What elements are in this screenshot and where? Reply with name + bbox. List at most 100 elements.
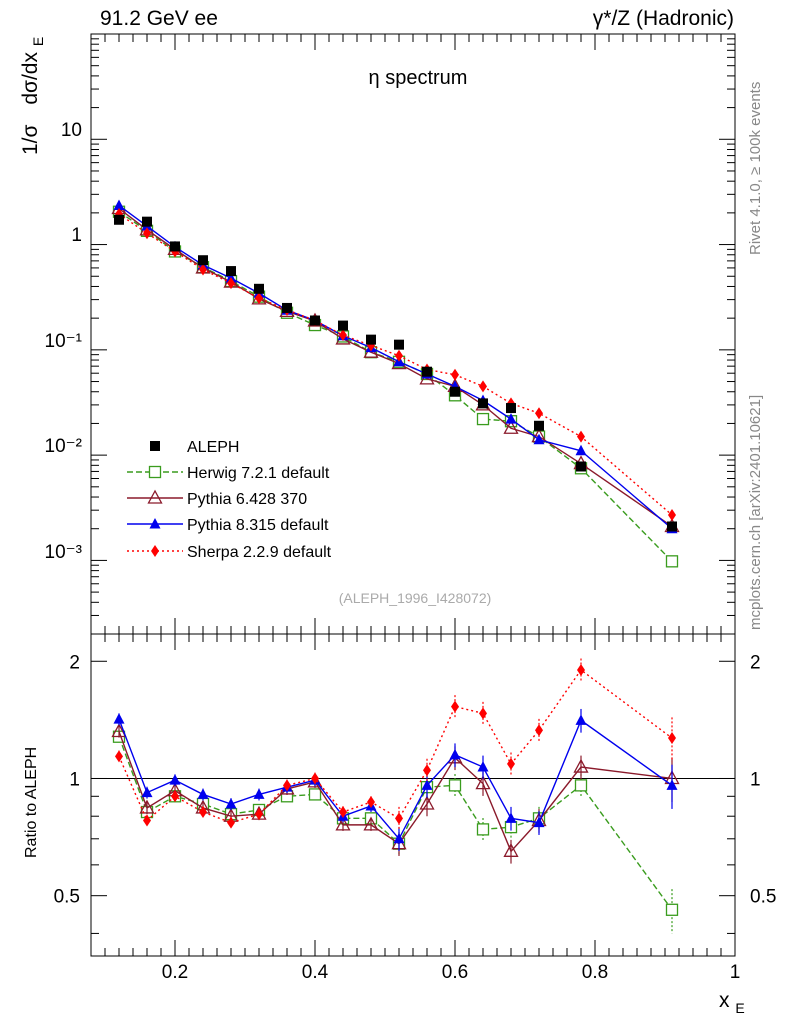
legend-entry-pythia6: Pythia 6.428 370 [127,489,307,508]
mcplots-label: mcplots.cern.ch [arXiv:2401.10621] [747,395,764,630]
main-ytick-label-0.001: 10⁻³ [45,542,83,563]
point-aleph [142,216,152,227]
ratio-point-sherpa [255,808,263,821]
legend-marker-pythia8 [149,518,161,529]
svg-text:x E: x E [719,989,745,1016]
point-sherpa [451,368,459,381]
ratio-series-herwig [112,730,679,934]
chart-title: η spectrum [369,67,468,89]
point-aleph [282,302,292,313]
ratio-panel-ticks: 0.5 0.5 1 1 2 2 0.2 0.4 0.6 0.8 1 [54,634,776,983]
ratio-point-sherpa [339,806,347,819]
ratio-ytick-label-left: 0.5 [54,887,80,908]
ratio-point-herwig [308,788,322,801]
ratio-point-pythia8 [449,748,461,760]
ratio-line-sherpa [118,668,673,824]
ratio-point-sherpa [423,764,431,777]
main-ytick-label-0.01: 10⁻² [45,436,83,457]
ylabel-sub: E [30,37,46,46]
ratio-point-pythia6 [363,816,379,831]
legend-marker-herwig [148,465,162,479]
ratio-point-pythia6 [139,799,155,814]
ratio-point-pythia6 [419,795,435,810]
point-aleph [254,283,264,294]
point-sherpa [577,430,585,443]
ratio-point-pythia8 [533,816,545,828]
ratio-point-sherpa [143,814,151,827]
point-sherpa [339,329,347,342]
xtick-label: 1 [730,962,741,983]
ratio-series-sherpa [115,658,676,831]
ratio-point-herwig [448,779,462,792]
main-ylabel: 1/σ dσ/dx E [19,37,46,155]
ratio-plot-area [111,658,680,934]
series-line-sherpa [118,213,673,516]
point-aleph [170,241,180,252]
point-herwig [665,555,679,568]
xtick-label: 0.8 [582,962,608,983]
header-left-title: 91.2 GeV ee [100,7,218,30]
point-aleph [366,334,376,345]
ratio-point-pythia8 [113,713,125,724]
legend-label-sherpa: Sherpa 2.2.9 default [187,544,332,561]
ratio-point-sherpa [451,700,459,713]
point-aleph [338,320,348,331]
ratio-point-herwig [574,779,588,792]
point-sherpa [227,277,235,290]
point-aleph [478,398,488,409]
ratio-point-pythia8 [575,714,587,725]
point-pythia8 [505,413,517,424]
ratio-ytick-label-left: 1 [69,769,80,790]
ratio-point-herwig [665,903,679,916]
ratio-point-sherpa [395,812,403,825]
ratio-ytick-label-right: 0.5 [750,887,776,908]
ratio-point-pythia6 [475,775,491,790]
ratio-point-pythia6 [111,723,127,738]
ratio-point-sherpa [479,707,487,720]
point-aleph [667,521,677,532]
point-aleph [114,214,124,225]
point-pythia6 [503,419,519,434]
legend-label-herwig: Herwig 7.2.1 default [187,465,330,482]
ratio-point-pythia8 [225,797,237,809]
point-pythia8 [113,199,125,210]
legend-entry-sherpa: Sherpa 2.2.9 default [127,544,332,561]
ratio-point-sherpa [535,724,543,737]
ratio-point-sherpa [311,772,319,785]
xlabel-sub: E [735,1000,744,1016]
ratio-point-sherpa [199,806,207,819]
ylabel-main: dσ/dx [19,52,42,105]
ratio-line-herwig [118,736,673,911]
main-panel: 10 1 10⁻¹ 10⁻² 10⁻³ η spectrum (ALEPH_19… [19,33,736,635]
ratio-point-pythia8 [666,779,678,790]
ratio-ytick-label-right: 1 [750,769,761,790]
ratio-point-pythia6 [503,842,519,857]
xtick-label: 0.6 [442,962,468,983]
ratio-series-pythia8 [113,708,678,852]
ratio-point-pythia8 [505,812,517,823]
ratio-point-pythia6 [573,758,589,773]
main-panel-ticks [90,33,736,635]
ratio-point-sherpa [507,757,515,770]
point-aleph [226,266,236,277]
point-sherpa [395,349,403,362]
ratio-point-sherpa [171,790,179,803]
legend-label-aleph: ALEPH [187,439,239,456]
ratio-point-herwig [476,823,490,836]
point-pythia8 [533,433,545,445]
point-aleph [394,339,404,350]
legend-marker-aleph [150,441,160,451]
point-pythia8 [575,444,587,456]
main-ytick-label-1: 1 [71,225,82,246]
header-right-title: γ*/Z (Hadronic) [593,7,734,30]
legend-entry-aleph: ALEPH [150,439,239,456]
point-aleph [422,366,432,377]
xlabel-main: x [719,989,730,1012]
ratio-point-pythia8 [169,774,181,785]
point-aleph [310,315,320,326]
point-sherpa [479,380,487,393]
ratio-point-pythia6 [335,816,351,831]
ratio-ytick-label-left: 2 [69,652,80,673]
point-aleph [450,386,460,397]
